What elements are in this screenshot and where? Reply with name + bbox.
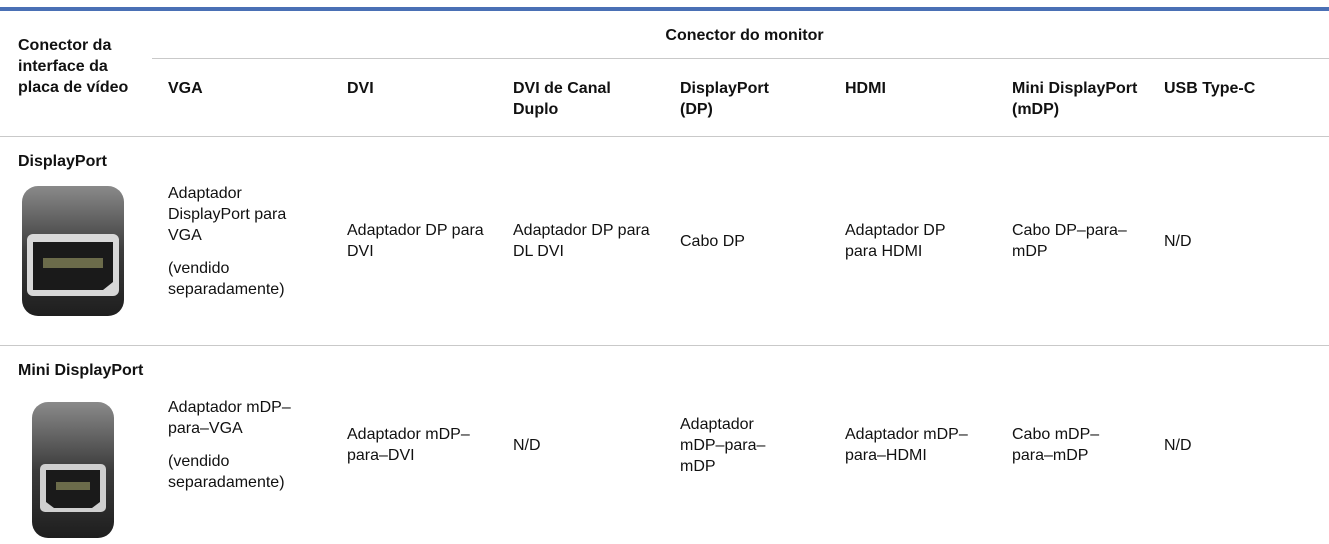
column-header: USB Type-C xyxy=(1164,80,1256,97)
table-cell: N/D xyxy=(1164,137,1284,345)
cell-text: Cabo DP–para–mDP xyxy=(1012,222,1127,260)
table-cell: N/D xyxy=(1164,346,1284,544)
row-header: DisplayPort xyxy=(18,153,107,170)
column-header: HDMI xyxy=(845,80,886,97)
table-cell: Adaptador DP para DVI xyxy=(347,137,497,345)
cell-text: Adaptador DP para DL DVI xyxy=(513,222,650,260)
column-header: DisplayPort (DP) xyxy=(680,80,769,118)
header-rule xyxy=(0,136,1329,137)
column-header: DVI xyxy=(347,80,374,97)
cell-text: Cabo mDP–para–mDP xyxy=(1012,426,1100,464)
column-header: VGA xyxy=(168,80,203,97)
row-header: Mini DisplayPort xyxy=(18,362,144,379)
table-cell: Adaptador mDP–para–VGA (vendido separadam… xyxy=(168,346,296,544)
cell-text: N/D xyxy=(1164,436,1192,454)
corner-header: Conector da interface da placa de vídeo xyxy=(18,37,129,96)
column-header: Mini DisplayPort (mDP) xyxy=(1012,80,1138,118)
table-cell: Adaptador mDP–para–mDP xyxy=(680,346,790,544)
group-header: Conector do monitor xyxy=(665,27,824,44)
cell-text: (vendido separadamente) xyxy=(168,259,285,298)
table-cell: Adaptador DisplayPort para VGA (vendido s… xyxy=(168,137,296,345)
cell-text: Adaptador DisplayPort para VGA xyxy=(168,184,287,244)
group-rule xyxy=(152,58,1329,59)
table-cell: Cabo DP xyxy=(680,137,790,345)
cell-text: Adaptador mDP–para–DVI xyxy=(347,426,470,464)
cell-text: (vendido separadamente) xyxy=(168,453,285,491)
cell-text: N/D xyxy=(1164,232,1192,250)
mini-displayport-icon xyxy=(32,402,114,538)
row-rule xyxy=(0,345,1329,346)
table-cell: Adaptador mDP–para–HDMI xyxy=(845,346,975,544)
cell-text: Adaptador mDP–para–mDP xyxy=(680,415,766,475)
table-cell: Adaptador mDP–para–DVI xyxy=(347,346,497,544)
column-header: DVI de Canal Duplo xyxy=(513,80,611,118)
cell-text: Adaptador DP para HDMI xyxy=(845,222,946,260)
cell-text: Cabo DP xyxy=(680,232,745,250)
table-cell: Adaptador DP para HDMI xyxy=(845,137,975,345)
cell-text: Adaptador mDP–para–HDMI xyxy=(845,426,968,464)
top-bar xyxy=(0,7,1329,11)
table-cell: Cabo mDP–para–mDP xyxy=(1012,346,1137,544)
displayport-icon xyxy=(22,186,124,316)
table-cell: N/D xyxy=(513,346,653,544)
cell-text: Adaptador mDP–para–VGA xyxy=(168,399,291,437)
cell-text: Adaptador DP para DVI xyxy=(347,222,484,260)
table-cell: Adaptador DP para DL DVI xyxy=(513,137,653,345)
table-cell: Cabo DP–para–mDP xyxy=(1012,137,1137,345)
cell-text: N/D xyxy=(513,436,541,454)
